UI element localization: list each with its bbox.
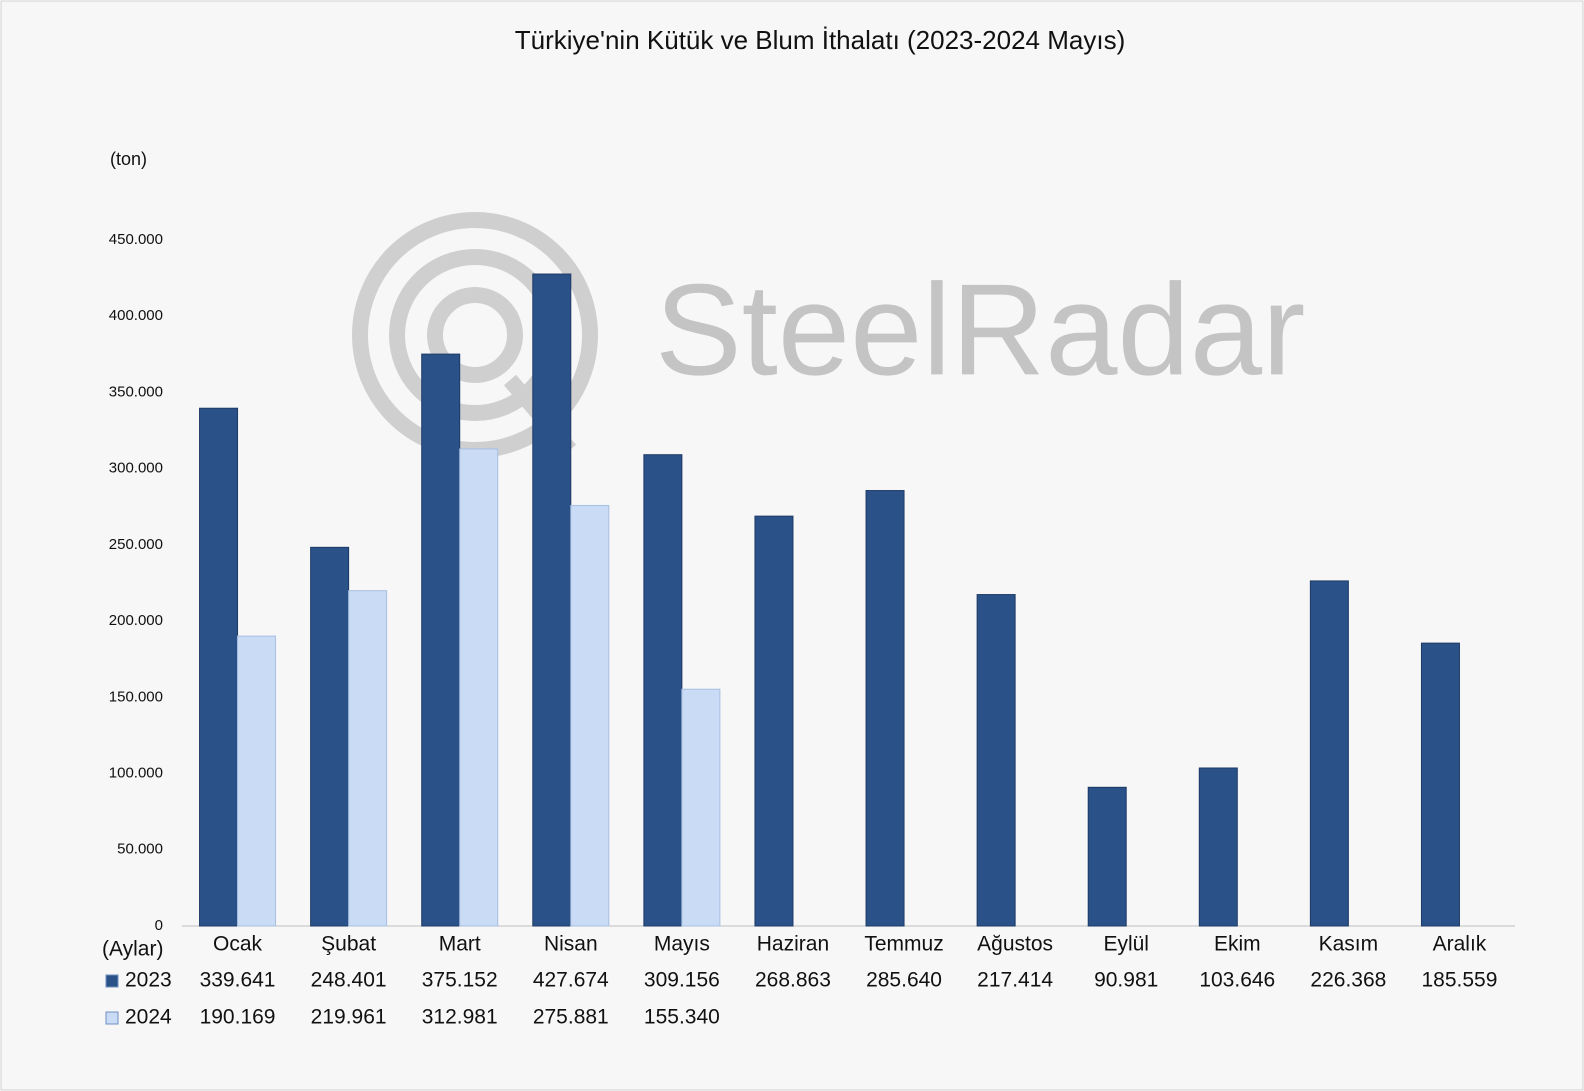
data-label: 285.640 — [866, 969, 942, 992]
bar — [532, 273, 572, 927]
data-label: 219.961 — [311, 1006, 387, 1029]
x-tick-label: Ocak — [213, 933, 263, 956]
data-label: 427.674 — [533, 969, 609, 992]
chart-title: Türkiye'nin Kütük ve Blum İthalatı (2023… — [515, 25, 1125, 55]
data-label: 103.646 — [1199, 969, 1275, 992]
data-label: 339.641 — [200, 969, 276, 992]
y-tick-label: 300.000 — [109, 460, 163, 477]
x-tick-label: Haziran — [757, 933, 829, 956]
data-label: 185.559 — [1421, 969, 1497, 992]
y-tick-label: 250.000 — [109, 536, 163, 553]
bar — [1420, 642, 1460, 927]
bar — [976, 594, 1016, 927]
y-tick-label: 350.000 — [109, 383, 163, 400]
y-tick-label: 50.000 — [117, 841, 163, 858]
bar — [199, 407, 239, 927]
x-tick-label: Aralık — [1433, 933, 1487, 956]
watermark: SteelRadar — [655, 256, 1305, 402]
bar — [681, 688, 721, 927]
y-tick-label: 400.000 — [109, 307, 163, 324]
bar — [865, 490, 905, 927]
bar — [348, 590, 388, 927]
bar — [421, 353, 461, 927]
x-tick-label: Temmuz — [864, 933, 943, 956]
data-label: 268.863 — [755, 969, 831, 992]
data-label: 190.169 — [200, 1006, 276, 1029]
legend-marker — [105, 974, 119, 988]
y-tick-label: 100.000 — [109, 765, 163, 782]
legend-marker — [105, 1011, 119, 1025]
data-label: 248.401 — [311, 969, 387, 992]
data-label: 217.414 — [977, 969, 1053, 992]
bar — [459, 448, 499, 927]
y-tick-label: 0 — [155, 917, 163, 934]
bar — [1087, 786, 1127, 927]
bar — [754, 515, 794, 927]
data-label: 309.156 — [644, 969, 720, 992]
data-label: 275.881 — [533, 1006, 609, 1029]
x-tick-label: Şubat — [321, 933, 376, 956]
x-axis-label: (Aylar) — [102, 938, 163, 961]
bar — [237, 635, 277, 927]
x-tick-label: Ağustos — [977, 933, 1053, 956]
x-tick-label: Nisan — [544, 933, 598, 956]
bar — [310, 546, 350, 927]
y-tick-label: 150.000 — [109, 688, 163, 705]
data-label: 226.368 — [1310, 969, 1386, 992]
x-tick-label: Mart — [439, 933, 481, 956]
x-tick-label: Kasım — [1319, 933, 1379, 956]
bar — [1309, 580, 1349, 927]
data-label: 375.152 — [422, 969, 498, 992]
legend-label: 2023 — [125, 969, 172, 992]
bar — [570, 504, 610, 927]
data-label: 155.340 — [644, 1006, 720, 1029]
x-tick-label: Mayıs — [654, 933, 710, 956]
bar — [1198, 767, 1238, 927]
y-tick-label: 200.000 — [109, 612, 163, 629]
y-axis-label: (ton) — [110, 149, 147, 169]
data-label: 90.981 — [1094, 969, 1158, 992]
bar — [643, 454, 683, 927]
x-tick-label: Ekim — [1214, 933, 1261, 956]
x-tick-label: Eylül — [1103, 933, 1149, 956]
data-label: 312.981 — [422, 1006, 498, 1029]
legend-label: 2024 — [125, 1006, 172, 1029]
y-tick-label: 450.000 — [109, 231, 163, 248]
